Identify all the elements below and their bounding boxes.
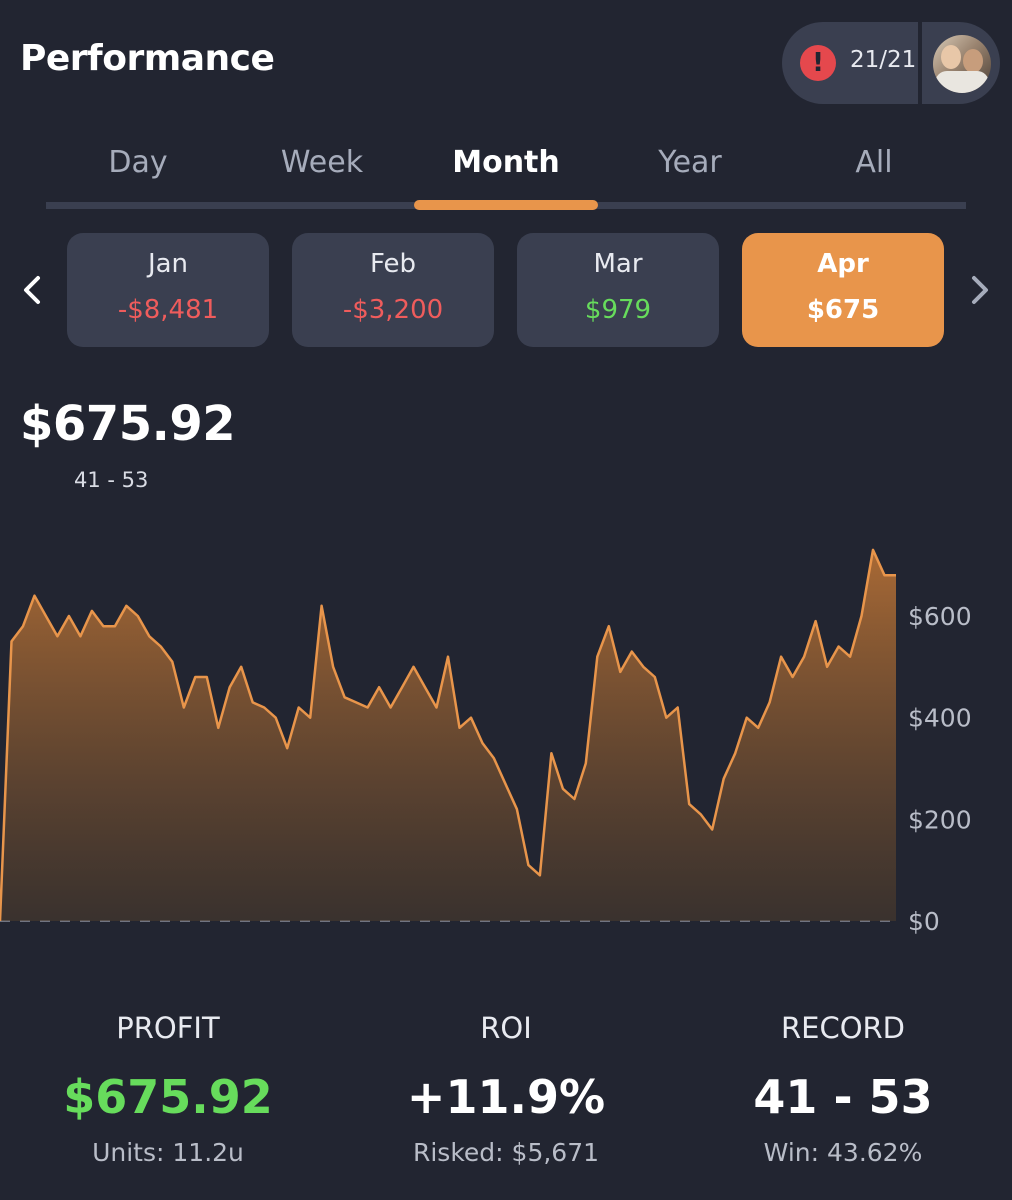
month-value: $675 [806,295,880,325]
month-card-mar[interactable]: Mar $979 [517,233,719,347]
alert-count[interactable]: 21/21 [850,47,917,73]
month-card-apr[interactable]: Apr $675 [742,233,944,347]
y-tick-label: $0 [908,907,940,936]
page-title: Performance [20,38,275,79]
total-record: 41 - 53 [74,468,149,492]
record-label: RECORD [780,1011,906,1045]
tab-week[interactable]: Week [280,145,364,180]
performance-chart: $600 $400 $200 $0 [0,548,972,936]
month-card-feb[interactable]: Feb -$3,200 [292,233,494,347]
month-label: Mar [593,249,643,279]
roi-label: ROI [480,1011,532,1045]
chart-line [0,548,896,922]
tab-indicator [414,200,598,210]
record-win: Win: 43.62% [763,1138,923,1167]
month-value: -$8,481 [117,295,219,325]
record-value: 41 - 53 [753,1070,933,1124]
month-value: $979 [584,295,652,325]
chevron-left-icon[interactable] [20,274,44,306]
y-tick-label: $400 [908,704,972,733]
month-label: Feb [369,249,417,279]
tab-year[interactable]: Year [658,145,722,180]
y-tick-label: $600 [908,602,972,631]
month-label: Apr [817,249,869,279]
roi-risked: Risked: $5,671 [412,1138,600,1167]
tab-month[interactable]: Month [452,145,560,180]
profit-value: $675.92 [63,1070,273,1124]
tab-all[interactable]: All [855,145,893,180]
alert-icon[interactable]: ! [800,45,836,81]
tab-day[interactable]: Day [108,145,168,180]
profit-label: PROFIT [116,1011,220,1045]
month-value: -$3,200 [342,295,444,325]
chevron-right-icon[interactable] [968,274,992,306]
month-card-jan[interactable]: Jan -$8,481 [67,233,269,347]
y-tick-label: $200 [908,805,972,834]
chart-area [0,549,896,921]
pill-divider [918,22,922,104]
avatar[interactable] [933,35,991,93]
roi-value: +11.9% [406,1070,606,1124]
month-label: Jan [147,249,189,279]
profit-units: Units: 11.2u [92,1138,244,1167]
total-profit: $675.92 [20,396,236,452]
